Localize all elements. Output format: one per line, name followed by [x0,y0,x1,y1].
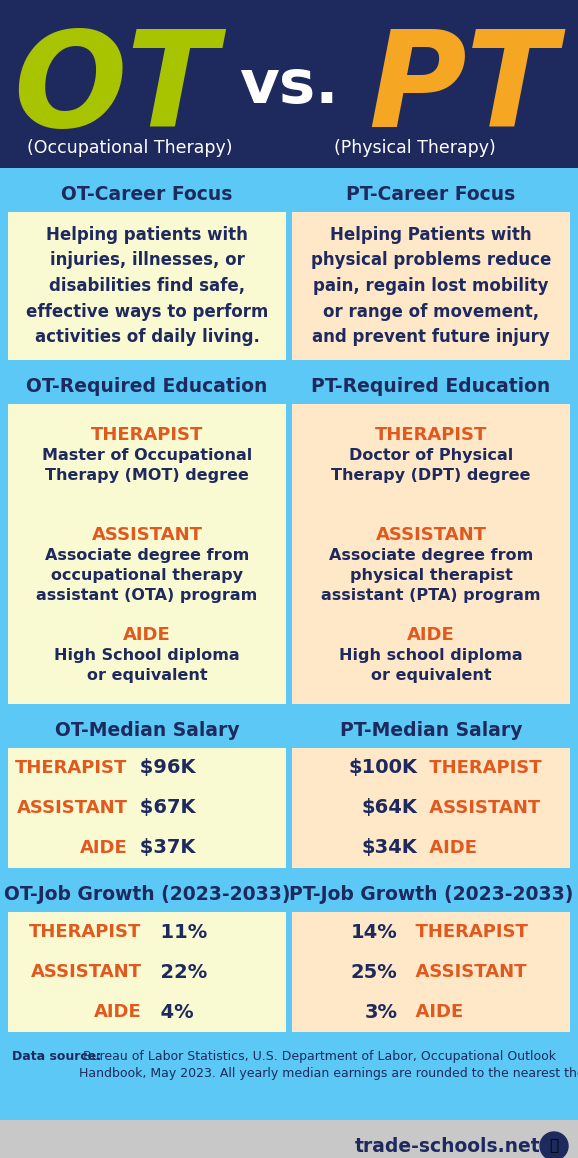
Text: $67K: $67K [133,799,195,818]
Text: AIDE: AIDE [423,840,477,857]
Text: OT-Required Education: OT-Required Education [27,376,268,396]
Text: AIDE: AIDE [123,626,171,644]
Text: OT-Median Salary: OT-Median Salary [55,720,239,740]
Text: THERAPIST: THERAPIST [15,758,128,777]
Text: OT: OT [13,25,217,155]
Bar [292,404,570,704]
Text: AIDE: AIDE [407,626,455,644]
Text: High School diploma
or equivalent: High School diploma or equivalent [54,648,240,683]
Text: PT-Career Focus: PT-Career Focus [346,184,516,204]
Text: Doctor of Physical
Therapy (DPT) degree: Doctor of Physical Therapy (DPT) degree [331,448,531,483]
Text: 4%: 4% [147,1003,194,1021]
Text: PT-Required Education: PT-Required Education [312,376,551,396]
Text: 3%: 3% [365,1003,398,1021]
Text: Helping patients with
injuries, illnesses, or
disabilities find safe,
effective : Helping patients with injuries, illnesse… [26,226,268,346]
Bar [8,212,286,360]
Text: THERAPIST: THERAPIST [423,758,541,777]
Text: Master of Occupational
Therapy (MOT) degree: Master of Occupational Therapy (MOT) deg… [42,448,252,483]
Text: 22%: 22% [147,962,208,982]
Text: THERAPIST: THERAPIST [91,426,203,444]
Bar [8,404,286,704]
Text: 25%: 25% [351,962,398,982]
Text: (Physical Therapy): (Physical Therapy) [334,139,496,157]
Text: OT-Career Focus: OT-Career Focus [61,184,233,204]
Text: THERAPIST: THERAPIST [403,923,528,941]
Bar [292,212,570,360]
Text: ASSISTANT: ASSISTANT [376,526,487,544]
Text: ASSISTANT: ASSISTANT [423,799,540,818]
Text: High school diploma
or equivalent: High school diploma or equivalent [339,648,523,683]
Text: $96K: $96K [133,758,195,777]
Text: $34K: $34K [361,838,417,858]
Text: (Occupational Therapy): (Occupational Therapy) [27,139,233,157]
Text: THERAPIST: THERAPIST [375,426,487,444]
Bar [0,1040,578,1120]
Bar [8,913,286,1032]
Text: Associate degree from
physical therapist
assistant (PTA) program: Associate degree from physical therapist… [321,548,541,602]
Bar [8,748,286,868]
Text: ASSISTANT: ASSISTANT [403,963,527,981]
Bar [292,748,570,868]
Text: vs.: vs. [239,57,339,116]
Text: AIDE: AIDE [80,840,128,857]
Text: 11%: 11% [147,923,208,941]
Bar [0,1120,578,1158]
Text: PT: PT [369,25,557,155]
Text: $100K: $100K [348,758,417,777]
Text: Data source:: Data source: [12,1050,101,1063]
Text: 14%: 14% [351,923,398,941]
Text: AIDE: AIDE [403,1003,464,1021]
Text: $37K: $37K [133,838,195,858]
Text: PT-Job Growth (2023-2033): PT-Job Growth (2023-2033) [289,885,573,903]
Text: Bureau of Labor Statistics, U.S. Department of Labor, Occupational Outlook
Handb: Bureau of Labor Statistics, U.S. Departm… [79,1050,578,1080]
Text: Helping Patients with
physical problems reduce
pain, regain lost mobility
or ran: Helping Patients with physical problems … [311,226,551,346]
Text: 🎓: 🎓 [550,1138,558,1153]
Text: $64K: $64K [361,799,417,818]
Text: Associate degree from
occupational therapy
assistant (OTA) program: Associate degree from occupational thera… [36,548,258,602]
Circle shape [540,1133,568,1158]
Text: AIDE: AIDE [94,1003,142,1021]
Text: PT-Median Salary: PT-Median Salary [340,720,523,740]
Text: OT-Job Growth (2023-2033): OT-Job Growth (2023-2033) [3,885,290,903]
Text: ASSISTANT: ASSISTANT [31,963,142,981]
Text: ASSISTANT: ASSISTANT [91,526,202,544]
Bar [0,0,578,168]
Text: trade-schools.net: trade-schools.net [354,1136,540,1156]
Bar [292,913,570,1032]
Text: ASSISTANT: ASSISTANT [17,799,128,818]
Text: THERAPIST: THERAPIST [29,923,142,941]
